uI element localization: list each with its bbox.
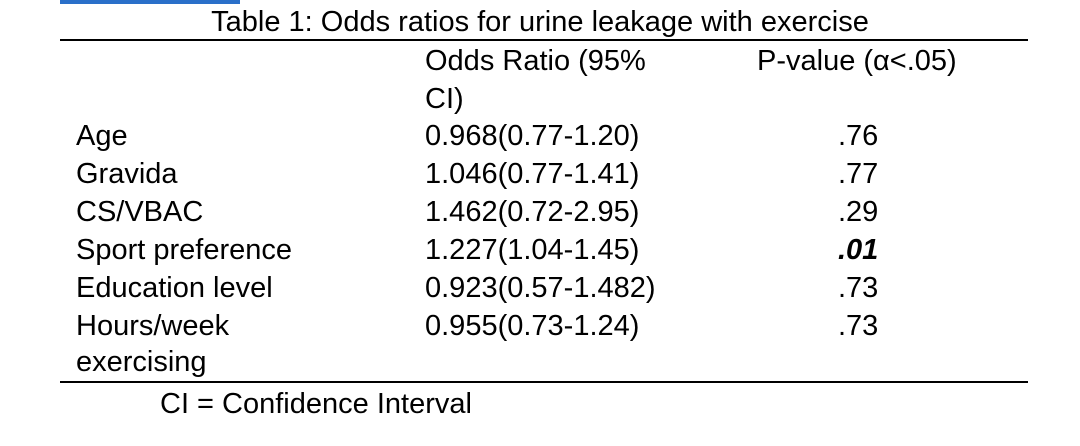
row-p-value: .29	[838, 196, 879, 228]
row-label: Gravida	[76, 158, 178, 190]
row-odds-ratio: 0.923(0.57-1.482)	[425, 272, 656, 304]
row-odds-ratio: 0.955(0.73-1.24)	[425, 310, 640, 342]
row-label: CS/VBAC	[76, 196, 204, 228]
table-title: Table 1: Odds ratios for urine leakage w…	[211, 6, 869, 38]
row-label: Education level	[76, 272, 273, 304]
row-p-value: .73	[838, 272, 879, 304]
table-bottom-rule	[60, 381, 1028, 383]
row-odds-ratio: 1.227(1.04-1.45)	[425, 234, 640, 266]
row-p-value: .76	[838, 120, 879, 152]
row-p-value: .77	[838, 158, 879, 190]
row-label: Age	[76, 120, 128, 152]
row-odds-ratio: 0.968(0.77-1.20)	[425, 120, 640, 152]
header-p-value: P-value (α<.05)	[757, 45, 957, 77]
row-p-value-significant: .01	[838, 234, 879, 266]
table-top-rule	[60, 39, 1028, 41]
row-label-line1: Hours/week	[76, 310, 230, 342]
row-p-value: .73	[838, 310, 879, 342]
accent-bar	[60, 0, 240, 4]
row-label: Sport preference	[76, 234, 293, 266]
header-odds-ratio-line2: CI)	[425, 83, 464, 115]
header-odds-ratio-line1: Odds Ratio (95%	[425, 45, 646, 77]
row-odds-ratio: 1.046(0.77-1.41)	[425, 158, 640, 190]
row-label-line2: exercising	[76, 346, 207, 378]
row-odds-ratio: 1.462(0.72-2.95)	[425, 196, 640, 228]
table-footnote: CI = Confidence Interval	[160, 388, 472, 420]
